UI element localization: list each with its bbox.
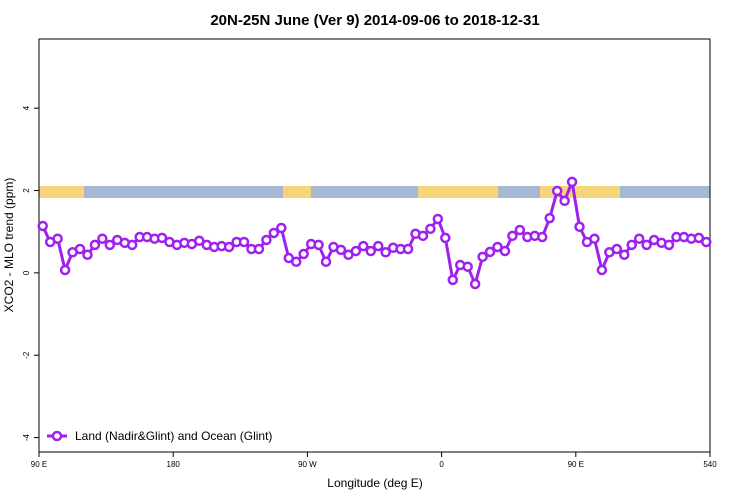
data-point [194, 235, 205, 247]
data-point [440, 232, 451, 244]
y-tick-label: -4 [22, 433, 31, 441]
data-point [238, 236, 250, 248]
data-point [268, 227, 280, 239]
surface-band [39, 186, 710, 198]
data-point [566, 176, 578, 188]
data-point [335, 244, 347, 256]
chart-title: 20N-25N June (Ver 9) 2014-09-06 to 2018-… [210, 12, 539, 29]
legend-label: Land (Nadir&Glint) and Ocean (Glint) [75, 429, 272, 443]
data-point [432, 213, 444, 225]
data-point [633, 233, 645, 244]
data-point [514, 224, 526, 236]
y-axis-label: XCO2 - MLO trend (ppm) [2, 178, 16, 313]
data-point [59, 264, 71, 276]
data-point [663, 239, 675, 251]
land-patch [39, 186, 84, 198]
data-point [350, 245, 362, 257]
data-point [484, 246, 496, 258]
data-point [402, 243, 414, 255]
x-axis-label: Longitude (deg E) [327, 476, 422, 490]
data-point [261, 234, 272, 246]
data-point [156, 232, 168, 244]
x-tick-label: 90 W [298, 460, 317, 469]
x-tick-label: 540 [703, 460, 717, 469]
data-point [52, 233, 63, 244]
data-point [380, 247, 391, 258]
data-point [626, 239, 637, 251]
x-tick-label: 90 E [31, 460, 47, 469]
legend-marker [51, 430, 63, 442]
data-point [89, 239, 101, 251]
land-patch [418, 186, 498, 198]
data-point [619, 249, 630, 261]
data-point [462, 261, 473, 272]
data-point [544, 212, 555, 224]
data-point [82, 249, 93, 261]
data-point [507, 230, 518, 242]
x-tick-label: 90 E [568, 460, 584, 469]
data-point [372, 240, 384, 252]
data-point [641, 239, 652, 251]
y-tick-label: 4 [22, 105, 31, 110]
data-point [537, 231, 548, 243]
data-point [693, 232, 705, 244]
data-point [37, 220, 48, 232]
data-point [701, 236, 712, 248]
data-point [589, 233, 600, 244]
data-point [126, 239, 138, 251]
data-point [97, 233, 108, 244]
data-point [358, 240, 369, 252]
data-point [551, 185, 563, 197]
land-patch [540, 186, 620, 198]
x-tick-label: 0 [439, 460, 444, 469]
y-tick-label: 0 [22, 270, 31, 275]
data-point [320, 256, 332, 268]
data-point [492, 241, 503, 253]
data-point [596, 264, 608, 276]
data-point [425, 223, 436, 235]
data-point [365, 245, 377, 257]
data-point [499, 245, 511, 257]
land-patch [283, 186, 311, 198]
data-point [104, 239, 116, 251]
x-tick-label: 180 [167, 460, 181, 469]
data-point [559, 195, 570, 207]
data-point [574, 221, 585, 233]
data-point [276, 222, 287, 234]
data-point [223, 241, 235, 253]
y-tick-label: 2 [22, 188, 31, 193]
data-point [298, 248, 309, 260]
data-point [469, 278, 481, 290]
data-point [313, 239, 324, 251]
data-point [447, 274, 459, 286]
data-point [611, 243, 623, 255]
y-tick-label: -2 [22, 351, 31, 359]
data-point [477, 251, 488, 263]
data-point [290, 256, 302, 268]
data-point [74, 243, 86, 255]
data-point [253, 243, 265, 255]
data-point [417, 230, 429, 242]
